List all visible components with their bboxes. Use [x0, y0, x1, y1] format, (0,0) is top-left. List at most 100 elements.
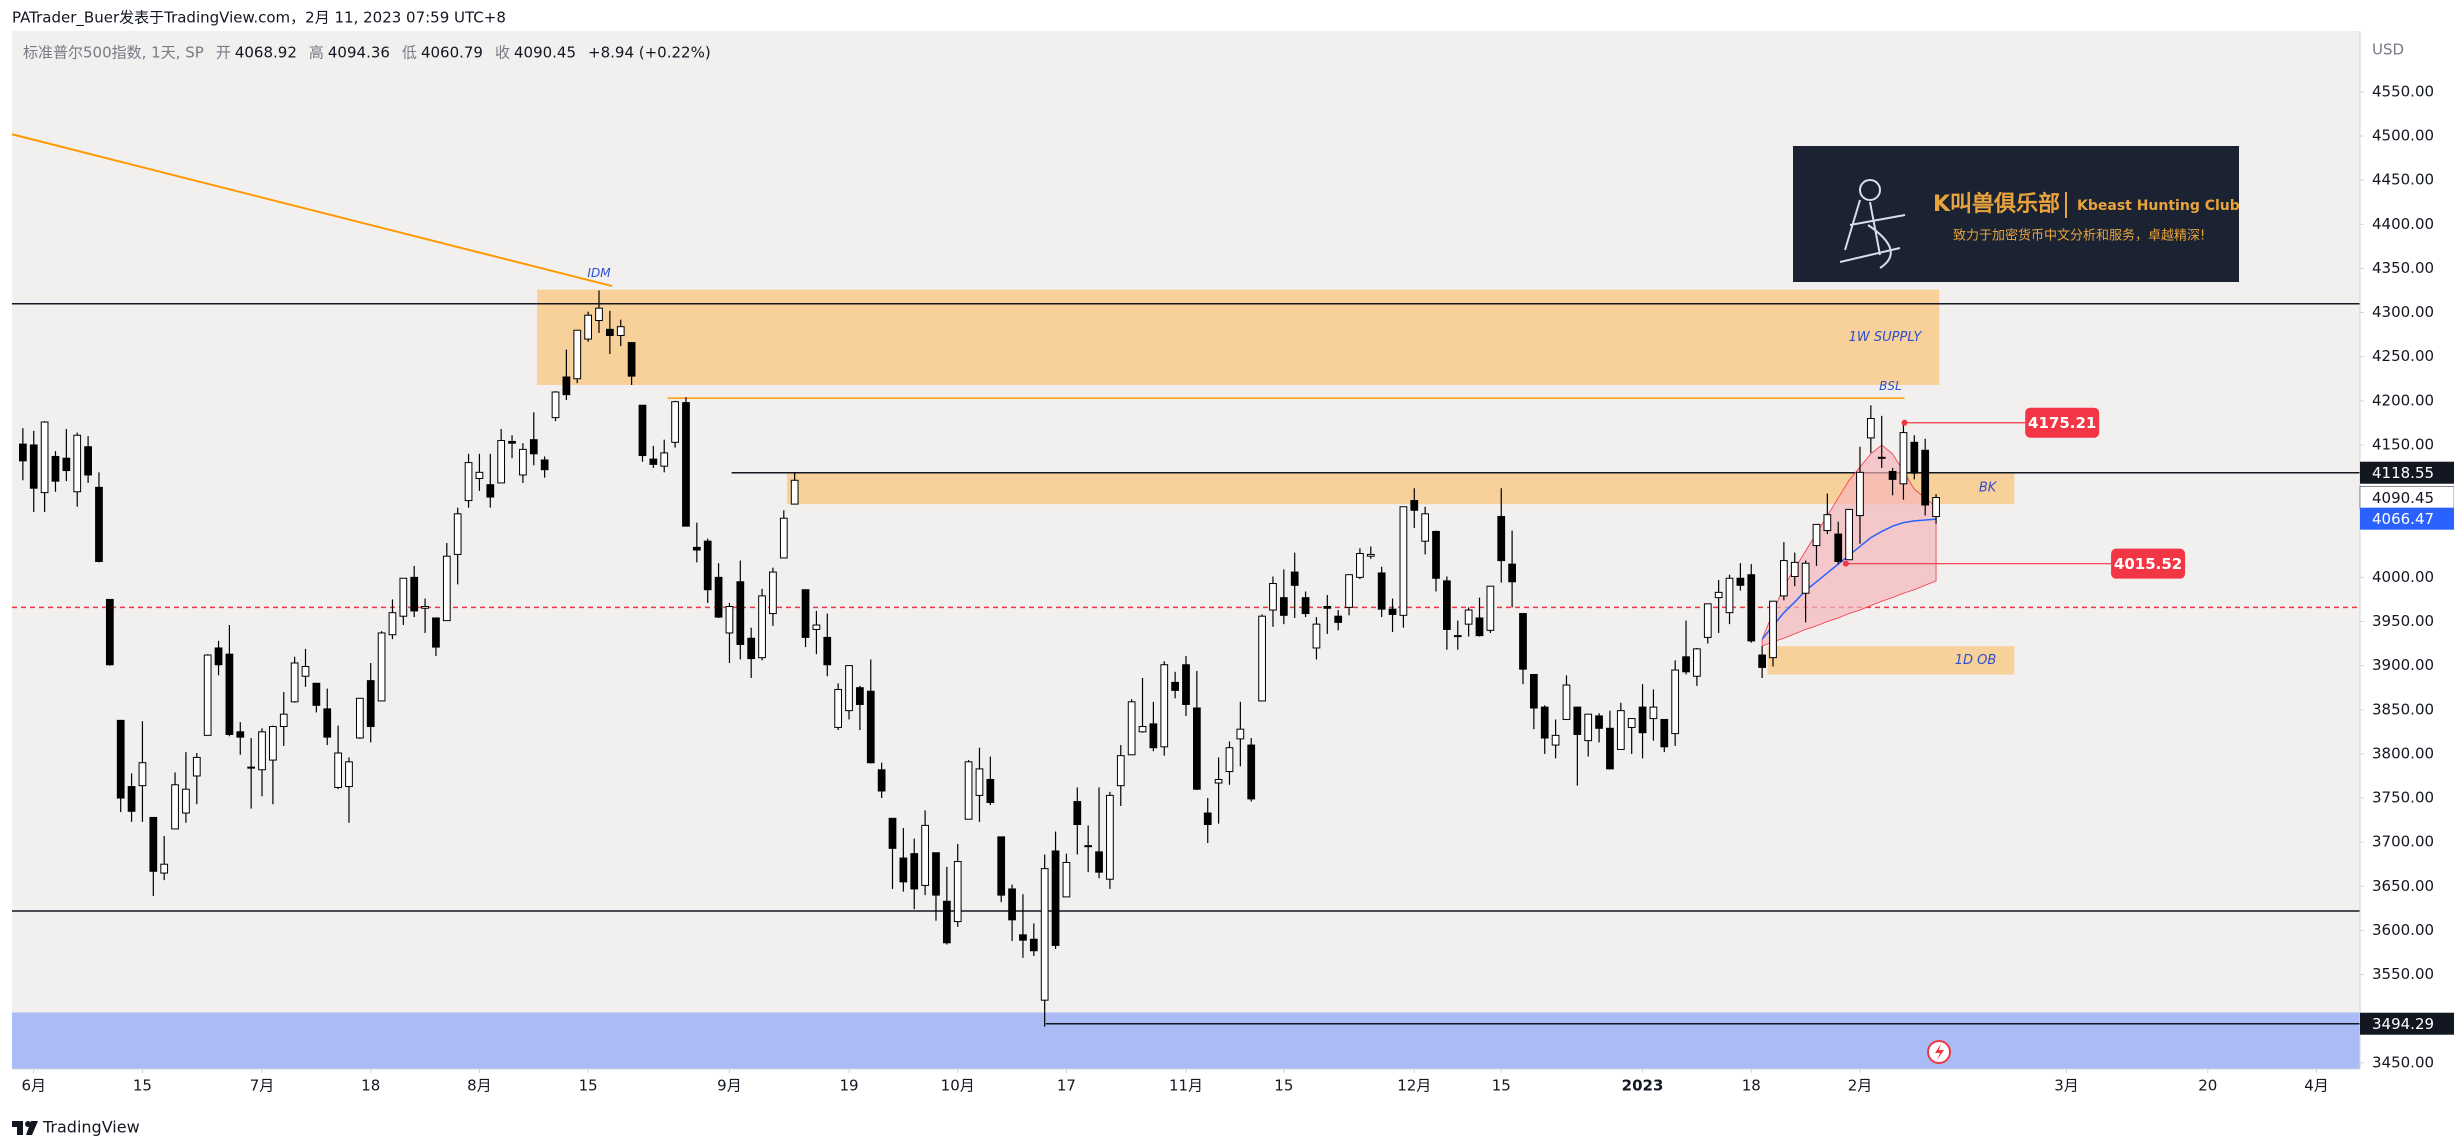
candle-body — [1258, 615, 1266, 702]
annotation: BSL — [1879, 379, 1902, 393]
legend-item: 高 — [309, 44, 324, 62]
candle-body — [105, 598, 114, 666]
candle-body — [1573, 706, 1582, 735]
zone — [12, 1012, 2360, 1069]
candle-body — [1171, 681, 1179, 691]
logo-part — [17, 1121, 23, 1135]
candle-body — [51, 455, 60, 482]
candle-body — [247, 766, 256, 769]
candle-body — [279, 713, 288, 728]
candle-body — [29, 444, 38, 489]
candle-body — [606, 328, 614, 337]
candle-body — [899, 857, 908, 883]
candle-body — [595, 307, 603, 322]
figure-head — [1859, 179, 1881, 201]
candle-body — [1921, 449, 1930, 506]
x-tick-label: 12月 — [1397, 1077, 1431, 1095]
candle-body — [1540, 706, 1549, 739]
candle-body — [1290, 571, 1299, 586]
currency-label: USD — [2372, 41, 2404, 59]
zone-label: 1D OB — [1955, 653, 1997, 668]
x-tick-label: 19 — [839, 1077, 858, 1095]
candle-body — [1312, 623, 1321, 649]
x-tick-label: 15 — [133, 1077, 152, 1095]
candle-body — [1703, 603, 1712, 638]
candle-body — [1606, 727, 1614, 770]
candle-body — [40, 421, 49, 494]
x-tick-label: 18 — [361, 1077, 380, 1095]
x-tick-label: 15 — [1492, 1077, 1511, 1095]
candle-body — [73, 434, 82, 493]
x-tick-label: 10月 — [941, 1077, 975, 1095]
banner-background — [1793, 146, 2239, 282]
y-tick-label: 4300.00 — [2372, 303, 2434, 321]
candle-body — [1910, 441, 1919, 474]
candle-body — [1877, 456, 1886, 459]
y-tick-label: 4400.00 — [2372, 215, 2434, 233]
candle-body — [725, 605, 734, 634]
replay-icon[interactable] — [1927, 1040, 1951, 1064]
candle-body — [160, 863, 169, 874]
candle-body — [736, 581, 745, 645]
candle-body — [1649, 706, 1658, 720]
candle-body — [312, 682, 321, 706]
y-tick-label: 4150.00 — [2372, 435, 2434, 453]
candle-body — [1062, 861, 1071, 898]
candle-body — [258, 731, 266, 771]
legend-item: 收 — [495, 44, 510, 62]
price-axis-background — [2360, 0, 2454, 1100]
candle-body — [1138, 726, 1147, 733]
price-tag — [2360, 461, 2454, 484]
x-tick-label: 11月 — [1169, 1077, 1203, 1095]
x-tick-label: 15 — [1274, 1077, 1293, 1095]
annotation: IDM — [587, 266, 611, 280]
candle-body — [1725, 577, 1734, 614]
candle-body — [921, 824, 929, 886]
candle-body — [432, 617, 440, 648]
candle-body — [671, 401, 679, 443]
price-tag-label: 4090.45 — [2372, 489, 2434, 507]
price-tag — [2360, 1012, 2454, 1035]
candle-body — [1301, 597, 1310, 615]
candle-body — [1758, 654, 1766, 668]
candle-body — [1486, 585, 1495, 631]
candle-body — [475, 471, 484, 480]
candle-body — [1345, 574, 1353, 608]
candle-body — [1497, 515, 1506, 562]
candle-body — [1443, 580, 1451, 630]
y-tick-label: 4500.00 — [2372, 127, 2434, 145]
candle-body — [790, 479, 799, 505]
candles-layer — [19, 290, 1940, 1027]
zone-label: 1W SUPPLY — [1849, 330, 1923, 345]
candle-body — [1051, 850, 1060, 946]
x-tick-label: 20 — [2198, 1077, 2217, 1095]
y-tick-label: 4350.00 — [2372, 259, 2434, 277]
candle-body — [1671, 669, 1680, 735]
candle-body — [1638, 706, 1647, 734]
candle-body — [1888, 470, 1897, 480]
candle-body — [95, 486, 103, 562]
candle-body — [323, 708, 332, 738]
candle-body — [1845, 508, 1853, 561]
candle-body — [1693, 648, 1701, 677]
x-tick-label: 3月 — [2054, 1077, 2079, 1095]
y-tick-label: 3650.00 — [2372, 877, 2434, 895]
legend-item: 低 — [402, 44, 417, 62]
candle-body — [714, 576, 723, 618]
candle-body — [932, 852, 940, 896]
candle-body — [192, 756, 201, 777]
candle-body — [975, 768, 984, 796]
candle-body — [1073, 801, 1082, 826]
candle-body — [1660, 718, 1669, 748]
y-tick-label: 4550.00 — [2372, 82, 2434, 100]
banner-title: K叫兽俱乐部 — [1933, 191, 2060, 217]
candle-body — [1453, 635, 1462, 638]
candle-body — [1899, 432, 1908, 485]
icon-bolt[interactable] — [1935, 1044, 1944, 1060]
y-tick-label: 3700.00 — [2372, 833, 2434, 851]
candle-body — [1225, 747, 1234, 773]
candle-body — [1193, 707, 1201, 790]
candle-body — [464, 462, 473, 502]
x-tick-label: 6月 — [21, 1077, 46, 1095]
